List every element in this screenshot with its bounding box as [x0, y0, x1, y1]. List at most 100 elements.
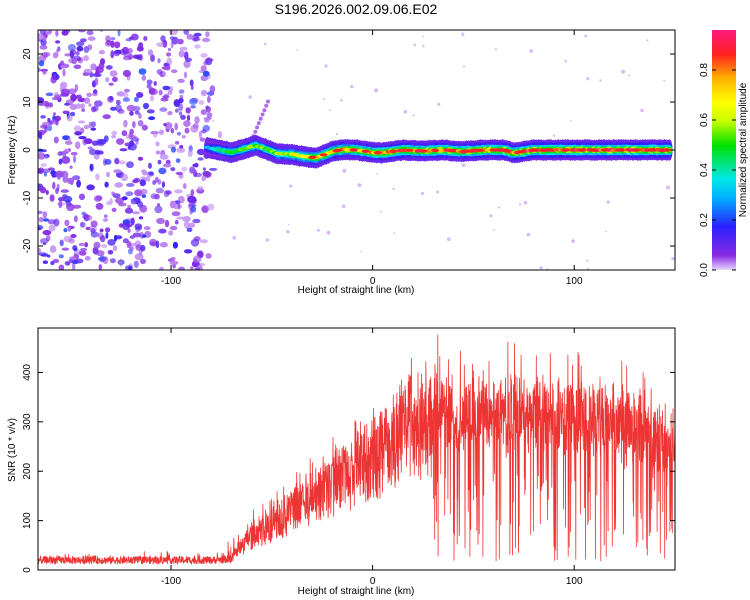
noise-blob	[181, 135, 186, 139]
noise-blob	[42, 70, 47, 75]
noise-blob	[178, 111, 183, 116]
noise-blob	[176, 216, 184, 220]
noise-blob	[68, 58, 75, 64]
noise-blob	[120, 173, 128, 182]
noise-blob	[63, 228, 68, 233]
snr-y-label: SNR (10 * v/v)	[7, 418, 18, 482]
noise-blob	[55, 49, 59, 57]
noise-speckle	[323, 97, 325, 100]
noise-blob	[192, 163, 198, 168]
noise-blob	[132, 211, 141, 215]
noise-blob	[159, 266, 164, 270]
noise-blob	[87, 36, 96, 41]
noise-speckle	[420, 191, 425, 196]
noise-blob	[42, 229, 52, 236]
noise-blob	[114, 234, 118, 242]
noise-blob	[38, 152, 46, 160]
noise-blob	[45, 92, 54, 97]
noise-blob	[69, 165, 73, 169]
noise-speckle	[529, 49, 534, 53]
noise-blob	[167, 47, 171, 52]
noise-blob	[156, 42, 165, 47]
noise-speckle	[493, 229, 495, 232]
ridge-peak	[632, 148, 641, 152]
noise-blob	[191, 34, 199, 42]
colorbar-ticks: 0.0 0.2 0.4 0.6 0.8	[699, 63, 736, 277]
noise-blob	[109, 258, 116, 264]
ridge-peak	[502, 149, 511, 153]
ridge-peak	[308, 155, 317, 159]
noise-blob	[159, 241, 168, 248]
noise-streak	[266, 99, 270, 104]
noise-blob	[38, 131, 43, 140]
noise-blob	[87, 215, 93, 221]
noise-blob	[198, 130, 202, 139]
noise-streak	[262, 108, 267, 113]
ridge-peak	[516, 150, 525, 154]
colorbar: 0.0 0.2 0.4 0.6 0.8 Normalized spectral …	[699, 30, 749, 277]
snr-x-tick-label: 0	[370, 576, 376, 587]
noise-blob	[141, 234, 147, 238]
noise-speckle	[526, 232, 531, 237]
noise-blob	[158, 167, 167, 175]
noise-streak	[253, 129, 258, 134]
noise-speckle	[326, 230, 331, 235]
noise-blob	[175, 108, 179, 113]
noise-blob	[169, 85, 174, 92]
noise-blob	[123, 88, 130, 93]
noise-blob	[183, 30, 189, 35]
noise-blob	[73, 155, 77, 163]
noise-streak	[260, 112, 265, 117]
noise-speckle	[341, 204, 346, 209]
noise-blob	[186, 33, 194, 40]
spectrogram-x-label: Height of straight line (km)	[298, 285, 415, 296]
noise-blob	[38, 167, 44, 174]
noise-blob	[201, 175, 207, 182]
noise-blob	[171, 146, 176, 153]
noise-blob	[140, 244, 146, 252]
noise-blob	[176, 131, 182, 136]
spectrogram-x-tick-label: 0	[370, 276, 376, 287]
noise-blob	[52, 258, 60, 264]
noise-speckle	[422, 35, 424, 38]
noise-blob	[138, 112, 142, 119]
noise-blob	[74, 215, 78, 223]
noise-blob	[162, 70, 166, 77]
noise-speckle	[374, 88, 379, 93]
noise-blob	[217, 131, 223, 139]
noise-blob	[170, 256, 176, 261]
noise-blob	[192, 218, 201, 224]
noise-blob	[77, 30, 86, 33]
noise-blob	[183, 249, 193, 254]
noise-blob	[163, 93, 170, 98]
snr-x-label: Height of straight line (km)	[298, 586, 415, 597]
noise-blob	[51, 169, 56, 175]
noise-blob	[93, 241, 101, 249]
noise-blob	[207, 203, 215, 211]
noise-blob	[70, 111, 76, 117]
noise-blob	[172, 241, 178, 249]
noise-blob	[143, 226, 151, 231]
noise-speckle	[665, 185, 670, 190]
noise-blob	[186, 227, 193, 233]
noise-blob	[138, 42, 144, 48]
noise-blob	[125, 191, 134, 197]
noise-blob	[132, 200, 136, 205]
noise-blob	[60, 81, 68, 89]
noise-blob	[80, 38, 87, 43]
noise-blob	[185, 107, 191, 114]
noise-blob	[66, 115, 73, 122]
noise-speckle	[646, 39, 649, 42]
noise-blob	[101, 244, 108, 248]
noise-speckle	[447, 237, 451, 242]
noise-blob	[155, 150, 161, 155]
noise-blob	[194, 116, 200, 124]
noise-blob	[122, 69, 131, 77]
noise-streak	[258, 116, 263, 121]
noise-blob	[39, 30, 46, 35]
noise-blob	[39, 44, 48, 50]
noise-speckle	[212, 120, 215, 122]
noise-blob	[170, 167, 176, 172]
noise-blob	[41, 149, 47, 153]
noise-blob	[169, 225, 178, 231]
